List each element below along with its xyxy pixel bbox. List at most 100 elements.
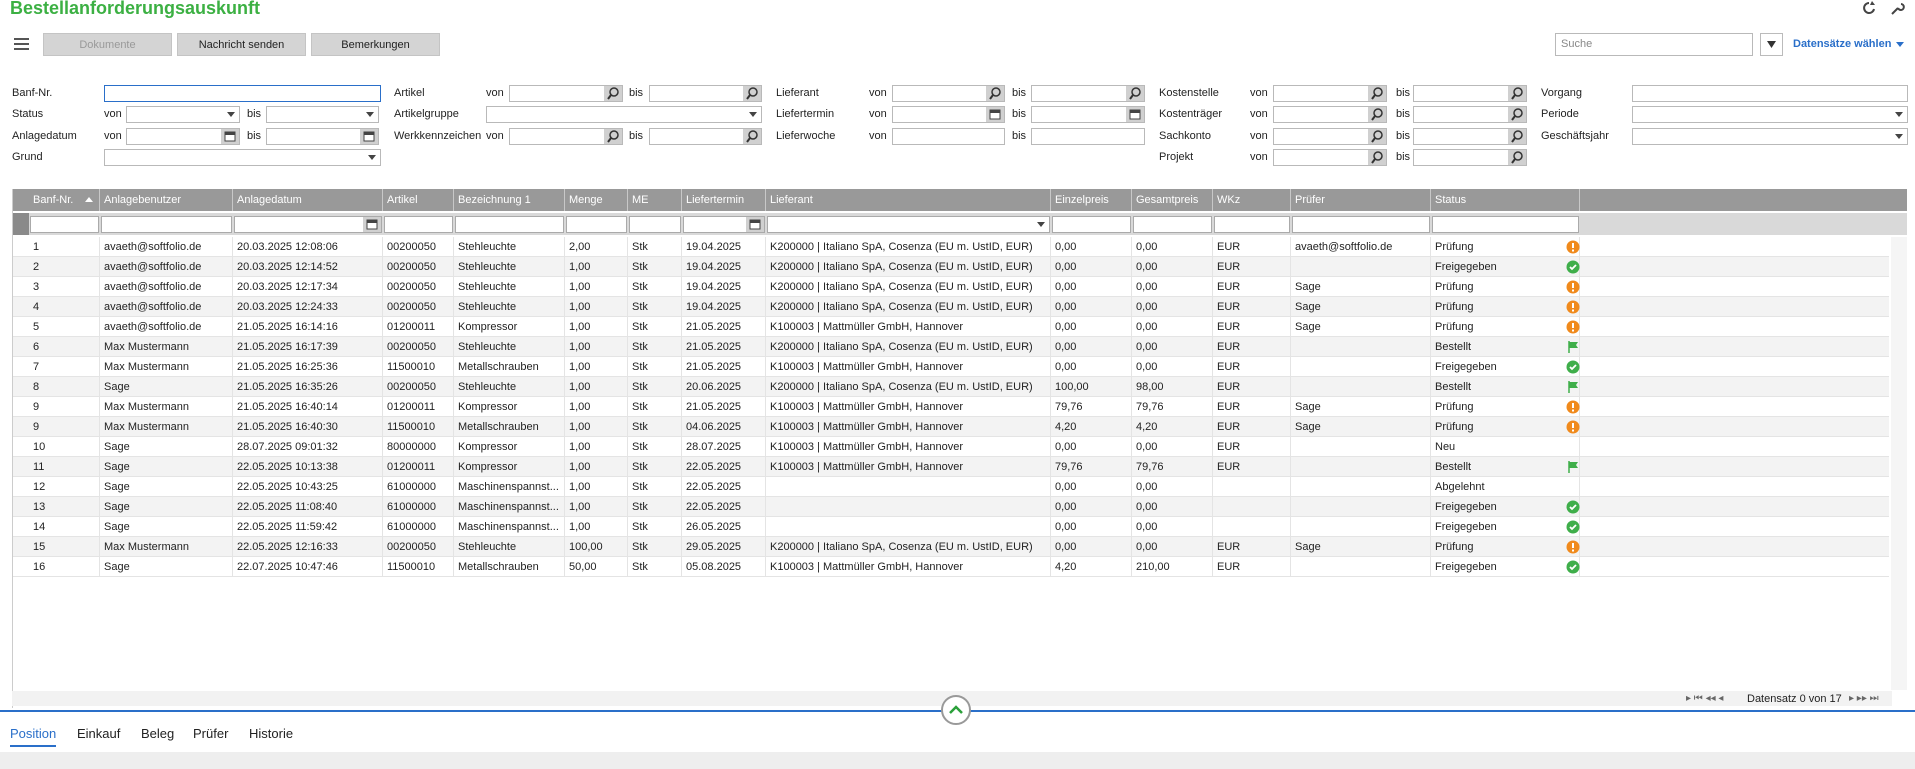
search-icon[interactable] bbox=[604, 129, 622, 144]
column-filter[interactable] bbox=[1292, 216, 1430, 233]
tab[interactable]: Prüfer bbox=[193, 726, 228, 745]
dropdown-icon[interactable] bbox=[223, 107, 239, 122]
search-icon[interactable] bbox=[743, 129, 761, 144]
select-records[interactable]: Datensätze wählen bbox=[1793, 38, 1891, 50]
filter-input[interactable] bbox=[1273, 85, 1387, 102]
column-filter[interactable] bbox=[629, 216, 681, 233]
filter-input[interactable] bbox=[1031, 85, 1145, 102]
dropdown-icon[interactable] bbox=[364, 150, 380, 165]
filter-icon[interactable] bbox=[13, 213, 29, 235]
search-icon[interactable] bbox=[1126, 86, 1144, 101]
filter-input[interactable] bbox=[509, 85, 623, 102]
filter-input[interactable] bbox=[486, 106, 762, 123]
calendar-icon[interactable] bbox=[221, 129, 239, 144]
tab[interactable]: Beleg bbox=[141, 726, 174, 745]
column-header[interactable]: Menge bbox=[565, 189, 628, 211]
column-header[interactable]: Lieferant bbox=[766, 189, 1051, 211]
tab[interactable]: Historie bbox=[249, 726, 293, 745]
column-filter[interactable] bbox=[566, 216, 627, 233]
filter-input[interactable] bbox=[1413, 85, 1527, 102]
filter-input[interactable] bbox=[1273, 128, 1387, 145]
filter-input[interactable] bbox=[1413, 106, 1527, 123]
filter-input[interactable] bbox=[126, 106, 240, 123]
filter-input[interactable] bbox=[1632, 85, 1908, 102]
filter-input[interactable] bbox=[1031, 128, 1145, 145]
pager-nav-right[interactable]: ▸ ▸▸ ⏭ bbox=[1849, 693, 1879, 704]
column-header[interactable]: Prüfer bbox=[1291, 189, 1431, 211]
column-filter[interactable] bbox=[234, 216, 382, 233]
documents-button[interactable]: Dokumente bbox=[43, 33, 172, 56]
dropdown-icon[interactable] bbox=[745, 107, 761, 122]
column-header[interactable]: Banf-Nr. bbox=[29, 189, 100, 211]
filter-input[interactable] bbox=[1632, 128, 1908, 145]
filter-input[interactable] bbox=[1413, 149, 1527, 166]
calendar-icon[interactable] bbox=[746, 217, 764, 232]
dropdown-icon[interactable] bbox=[1033, 217, 1049, 232]
search-icon[interactable] bbox=[604, 86, 622, 101]
dropdown-icon[interactable] bbox=[1891, 107, 1907, 122]
search-icon[interactable] bbox=[1368, 107, 1386, 122]
vertical-scrollbar[interactable] bbox=[1891, 237, 1907, 690]
filter-input[interactable] bbox=[126, 128, 240, 145]
column-filter[interactable] bbox=[1214, 216, 1290, 233]
dropdown-icon[interactable] bbox=[362, 107, 378, 122]
tab[interactable]: Position bbox=[10, 726, 56, 747]
column-filter[interactable] bbox=[1052, 216, 1131, 233]
column-header[interactable]: Status bbox=[1431, 189, 1580, 211]
filter-input[interactable] bbox=[892, 85, 1005, 102]
calendar-icon[interactable] bbox=[360, 129, 378, 144]
filter-input[interactable] bbox=[1632, 106, 1908, 123]
filter-input[interactable] bbox=[1031, 106, 1145, 123]
column-header[interactable]: Anlagebenutzer bbox=[100, 189, 233, 211]
column-filter[interactable] bbox=[384, 216, 453, 233]
column-filter[interactable] bbox=[101, 216, 232, 233]
filter-input[interactable] bbox=[649, 128, 762, 145]
dropdown-icon[interactable] bbox=[1891, 129, 1907, 144]
column-filter[interactable] bbox=[30, 216, 99, 233]
search-dropdown[interactable] bbox=[1760, 33, 1783, 56]
search-icon[interactable] bbox=[1508, 129, 1526, 144]
calendar-icon[interactable] bbox=[986, 107, 1004, 122]
filter-input[interactable] bbox=[1273, 149, 1387, 166]
calendar-icon[interactable] bbox=[1126, 107, 1144, 122]
column-header[interactable]: Bezeichnung 1 bbox=[454, 189, 565, 211]
filter-input[interactable] bbox=[892, 128, 1005, 145]
column-filter[interactable] bbox=[767, 216, 1050, 233]
search-icon[interactable] bbox=[1368, 129, 1386, 144]
column-filter[interactable] bbox=[1432, 216, 1579, 233]
search-input[interactable]: Suche bbox=[1555, 33, 1753, 56]
column-header[interactable]: WKz bbox=[1213, 189, 1291, 211]
filter-input[interactable] bbox=[649, 85, 762, 102]
column-filter[interactable] bbox=[1133, 216, 1212, 233]
remarks-button[interactable]: Bemerkungen bbox=[311, 33, 440, 56]
calendar-icon[interactable] bbox=[363, 217, 381, 232]
column-header[interactable]: Einzelpreis bbox=[1051, 189, 1132, 211]
filter-input[interactable] bbox=[1273, 106, 1387, 123]
filter-input[interactable] bbox=[266, 106, 379, 123]
column-header[interactable]: ME bbox=[628, 189, 682, 211]
tab[interactable]: Einkauf bbox=[77, 726, 120, 745]
collapse-button[interactable] bbox=[941, 695, 971, 725]
filter-input[interactable] bbox=[1413, 128, 1527, 145]
column-header[interactable]: Gesamtpreis bbox=[1132, 189, 1213, 211]
menu-button[interactable] bbox=[14, 37, 30, 51]
pager-nav-left[interactable]: ▸ ⏮ ◂◂ ◂ bbox=[1686, 693, 1723, 704]
column-filter[interactable] bbox=[683, 216, 765, 233]
filter-input[interactable] bbox=[104, 149, 381, 166]
filter-input[interactable] bbox=[104, 85, 381, 102]
column-header[interactable]: Artikel bbox=[383, 189, 454, 211]
filter-input[interactable] bbox=[266, 128, 379, 145]
search-icon[interactable] bbox=[1508, 150, 1526, 165]
send-message-button[interactable]: Nachricht senden bbox=[177, 33, 306, 56]
column-header[interactable]: Liefertermin bbox=[682, 189, 766, 211]
search-icon[interactable] bbox=[1508, 86, 1526, 101]
column-filter[interactable] bbox=[455, 216, 564, 233]
search-icon[interactable] bbox=[1368, 86, 1386, 101]
search-icon[interactable] bbox=[743, 86, 761, 101]
filter-input[interactable] bbox=[892, 106, 1005, 123]
filter-input[interactable] bbox=[509, 128, 623, 145]
search-icon[interactable] bbox=[1508, 107, 1526, 122]
column-header[interactable]: Anlagedatum bbox=[233, 189, 383, 211]
search-icon[interactable] bbox=[1368, 150, 1386, 165]
search-icon[interactable] bbox=[986, 86, 1004, 101]
